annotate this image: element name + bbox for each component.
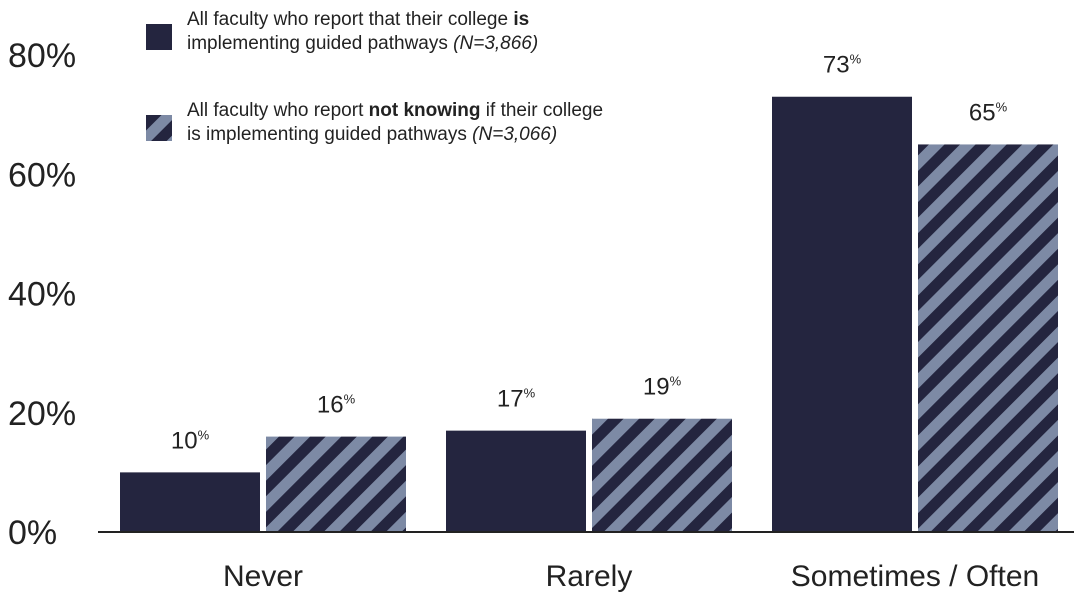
data-label: 19% (643, 374, 682, 401)
y-tick-label: 20% (8, 395, 76, 433)
data-labels: 10%16% 17% 19%73%65% (171, 52, 1008, 455)
y-tick-label: 60% (8, 156, 76, 194)
legend-text-solid: All faculty who report that their colleg… (187, 8, 707, 56)
legend: All faculty who report that their colleg… (146, 8, 746, 158)
data-label: 65% (969, 99, 1008, 126)
legend-item-striped: All faculty who report not knowing if th… (146, 99, 746, 159)
legend-striped-line2-text: is implementing guided pathways (187, 124, 473, 145)
data-label-unit: % (996, 99, 1008, 114)
data-label: 17% (497, 386, 536, 413)
legend-striped-n: (N=3,066) (472, 124, 558, 145)
legend-striped-line1-text: All faculty who report (187, 100, 369, 121)
data-label-unit: % (198, 427, 210, 442)
bar-striped-0 (266, 436, 406, 532)
legend-solid-emphasis: is (513, 9, 530, 30)
data-label: 16% (317, 392, 356, 419)
legend-striped-line2: is implementing guided pathways (N=3,066… (187, 123, 707, 147)
legend-solid-line2-text: implementing guided pathways (187, 33, 454, 54)
legend-swatch-striped (146, 115, 172, 141)
y-tick-label: 40% (8, 276, 76, 314)
data-label-value: 10 (171, 427, 198, 454)
y-axis-ticks: 0% 20% 40% 60% 80% (8, 37, 76, 552)
bar-striped-2 (918, 144, 1058, 532)
data-label-unit: % (850, 52, 862, 67)
bar-solid-2 (772, 96, 912, 533)
data-label-value: 16 (317, 392, 344, 419)
legend-text-striped: All faculty who report not knowing if th… (187, 99, 707, 147)
data-label-value: 17 (497, 386, 524, 413)
data-label-value: 19 (643, 374, 670, 401)
data-label: 10% (171, 427, 210, 454)
legend-solid-line1-text: All faculty who report that their colleg… (187, 9, 514, 30)
legend-striped-line1-tail: if their college (480, 100, 604, 121)
category-label: Rarely (546, 560, 633, 592)
y-tick-label: 80% (8, 37, 76, 75)
bar-solid-1 (446, 430, 586, 532)
legend-solid-line2: implementing guided pathways (N=3,866) (187, 32, 707, 56)
legend-swatch-solid (146, 24, 172, 50)
data-label-value: 73 (823, 52, 850, 79)
y-tick-label: 0% (8, 514, 57, 552)
category-label: Sometimes / Often (791, 560, 1039, 592)
legend-item-solid: All faculty who report that their colleg… (146, 8, 746, 68)
data-label-unit: % (670, 374, 682, 389)
bars (120, 96, 1058, 533)
legend-solid-line1: All faculty who report that their colleg… (187, 8, 707, 32)
bar-striped-1 (592, 418, 732, 532)
category-label: Never (223, 560, 303, 592)
data-label-value: 65 (969, 99, 996, 126)
data-label: 73% (823, 52, 862, 79)
legend-solid-n: (N=3,866) (453, 33, 539, 54)
data-label-unit: % (344, 392, 356, 407)
striped-swatch-rect (146, 115, 172, 141)
category-labels: Never Rarely Sometimes / Often (223, 560, 1039, 592)
data-label-unit: % (524, 386, 536, 401)
striped-swatch-graphic (146, 115, 172, 141)
bar-solid-0 (120, 472, 260, 532)
legend-striped-line1: All faculty who report not knowing if th… (187, 99, 707, 123)
legend-striped-emphasis: not knowing (368, 100, 481, 121)
